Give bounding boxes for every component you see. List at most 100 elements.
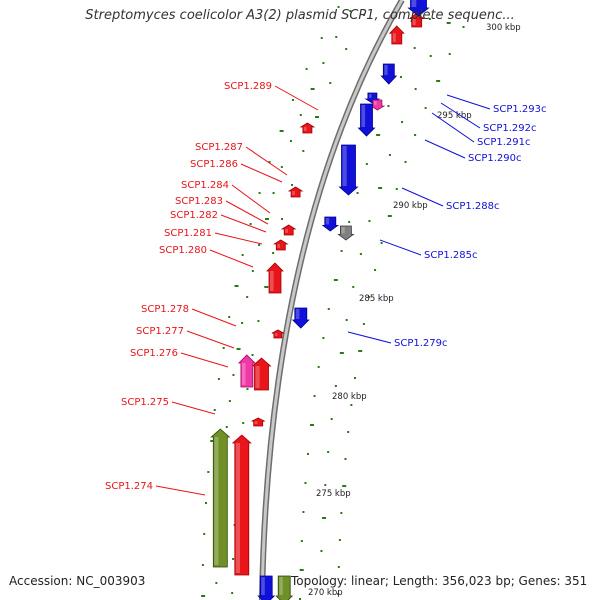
gc-dot xyxy=(232,558,235,560)
gc-dot xyxy=(300,540,303,542)
gc-dot xyxy=(280,218,283,220)
gc-dot xyxy=(246,388,249,390)
leader-line xyxy=(214,232,263,245)
gc-dot xyxy=(333,279,338,281)
tick-label-270-kbp: 270 kbp xyxy=(308,588,343,598)
gc-dot xyxy=(404,161,407,163)
gc-dot xyxy=(324,484,327,486)
gc-dot xyxy=(280,166,283,168)
gene-arrow-scp1-287-shine xyxy=(292,191,295,195)
gc-dot xyxy=(302,150,305,152)
leader-line xyxy=(347,331,392,344)
gc-dot xyxy=(363,14,366,16)
gc-dot xyxy=(272,192,275,194)
leader-line xyxy=(424,139,466,159)
gc-dot xyxy=(356,192,359,194)
gene-label-scp1-288c: SCP1.288c xyxy=(446,201,500,212)
gc-dot xyxy=(376,134,381,136)
gene-label-scp1-290c: SCP1.290c xyxy=(468,153,522,164)
gene-arrow-bottom-1 xyxy=(257,575,276,600)
gene-arrow-scp1-275-shine xyxy=(254,421,258,424)
gene-label-scp1-289: SCP1.289 xyxy=(224,81,272,92)
leader-line xyxy=(209,249,254,268)
gc-dot xyxy=(204,502,207,504)
gc-dot xyxy=(246,296,249,298)
gene-label-scp1-275: SCP1.275 xyxy=(121,397,169,408)
gc-dot xyxy=(241,254,244,256)
tick-labels-layer: 295 kbp 290 kbp 285 kbp 280 kbp 275 kbp 270 k… xyxy=(308,23,521,598)
gc-dot xyxy=(337,593,340,595)
gc-dot xyxy=(428,18,431,20)
gc-dot xyxy=(340,250,343,252)
gc-dot xyxy=(242,422,245,424)
gc-dot xyxy=(249,223,252,225)
gc-dot xyxy=(413,47,416,49)
gc-dot xyxy=(319,583,322,585)
gc-dot xyxy=(257,320,260,322)
gene-arrow-scp1-279c-shine xyxy=(295,309,300,319)
gene-arrow-scp1-287 xyxy=(287,186,304,198)
gc-dot xyxy=(401,121,404,123)
gc-dot xyxy=(306,453,309,455)
leader-line xyxy=(231,184,271,214)
gene-arrow-scp1-278 xyxy=(271,329,285,339)
gc-dot xyxy=(414,134,417,136)
gene-arrow-scp1-293c-shine xyxy=(384,65,388,75)
features-layer xyxy=(210,0,430,600)
gene-arrow-scp1-288c xyxy=(338,144,359,196)
gc-dot xyxy=(232,374,235,376)
gene-label-scp1-292c: SCP1.292c xyxy=(483,123,537,134)
gene-arrow-scp1-280 xyxy=(266,262,284,294)
gc-dot xyxy=(345,48,348,50)
gc-dot xyxy=(203,533,206,535)
gene-arrow-scp1-290c-shine xyxy=(361,105,366,127)
leader-line xyxy=(401,187,444,207)
gc-dot xyxy=(322,517,327,519)
gene-label-scp1-283: SCP1.283 xyxy=(175,196,223,207)
leader-line xyxy=(220,214,267,233)
gene-arrow-bottom-1-shine xyxy=(261,577,265,595)
gc-dot xyxy=(387,105,390,107)
gc-dot xyxy=(310,88,315,90)
gene-label-scp1-285c: SCP1.285c xyxy=(424,250,478,261)
gc-dot xyxy=(309,424,314,426)
gc-dot xyxy=(299,598,302,600)
gc-dot xyxy=(330,418,333,420)
gc-dot xyxy=(334,385,337,387)
gc-dot xyxy=(359,253,362,255)
gene-labels-layer: SCP1.289 SCP1.287 SCP1.286 SCP1.284 SCP1.283… xyxy=(105,81,547,492)
gc-dot xyxy=(264,218,269,220)
gc-dot xyxy=(327,451,330,453)
gc-dot xyxy=(436,80,441,82)
gene-arrow-scp1-274 xyxy=(231,434,252,576)
gc-dot xyxy=(289,140,292,142)
gene-label-scp1-284: SCP1.284 xyxy=(181,180,229,191)
gene-arrow-top-2 xyxy=(408,12,425,28)
gc-dot xyxy=(225,426,228,428)
leader-line xyxy=(245,146,288,176)
tick-label-280-kbp: 280 kbp xyxy=(332,392,367,402)
gc-dot xyxy=(251,354,254,356)
gc-dot xyxy=(264,286,269,288)
gc-dot xyxy=(207,471,210,473)
gc-dot xyxy=(424,107,427,109)
gc-dot xyxy=(210,440,215,442)
gene-arrow-scp1-282-shine xyxy=(277,244,280,248)
gc-dot xyxy=(462,26,465,28)
gene-arrow-top-3 xyxy=(407,0,430,17)
backbone-layer xyxy=(259,0,405,600)
gc-dot xyxy=(395,188,398,190)
gc-dot xyxy=(236,348,241,350)
tick-label-285-kbp: 285 kbp xyxy=(359,294,394,304)
gc-dot xyxy=(228,316,231,318)
gc-dot xyxy=(299,114,302,116)
gene-arrow-scp1-284-shine xyxy=(285,229,288,233)
gc-dot xyxy=(213,409,216,411)
gc-dot xyxy=(327,308,330,310)
gene-arrow-scp1-284c xyxy=(337,225,355,241)
gc-dot xyxy=(241,322,244,324)
leader-line xyxy=(191,308,237,327)
gc-dot xyxy=(362,323,365,325)
